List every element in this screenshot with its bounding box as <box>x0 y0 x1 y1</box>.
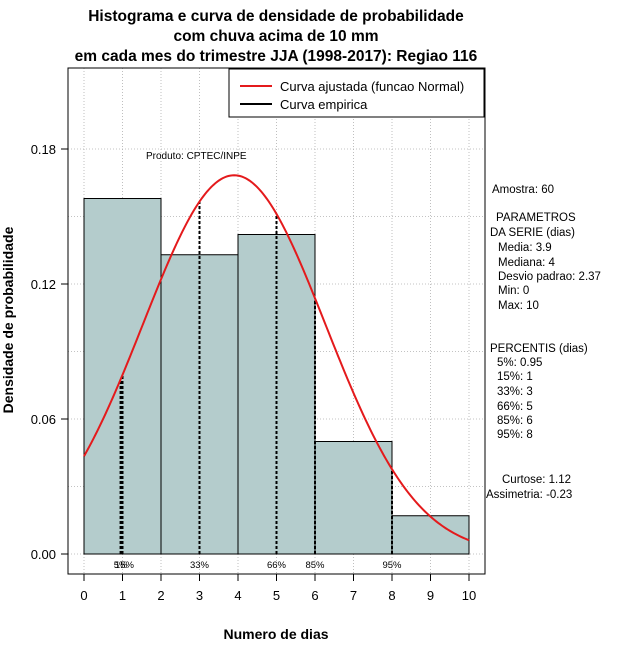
stat-p66: 66%: 5 <box>497 401 533 413</box>
legend-label-fitted: Curva ajustada (funcao Normal) <box>280 79 464 94</box>
normal-curve <box>83 174 470 542</box>
y-tick-label: 0.12 <box>31 277 56 292</box>
x-axis-label: Numero de dias <box>223 626 328 642</box>
x-tick-label: 0 <box>80 588 87 603</box>
legend: Curva ajustada (funcao Normal) Curva emp… <box>228 68 485 118</box>
stat-p85: 85%: 6 <box>497 415 533 427</box>
legend-box <box>228 68 485 118</box>
x-tick-label: 7 <box>350 588 357 603</box>
y-axis-label: Densidade de probabilidade <box>0 226 16 413</box>
x-tick-label: 10 <box>462 588 476 603</box>
y-tick-label: 0.06 <box>31 412 56 427</box>
percentile-lines: 5%15% 33% 66% 85% 95% <box>114 201 402 571</box>
histogram-bar <box>160 254 239 555</box>
chart-title-line-3: em cada mes do trimestre JJA (1998-2017)… <box>75 48 478 65</box>
y-tick-label: 0.18 <box>31 142 56 157</box>
percentile-label: 33% <box>190 560 210 571</box>
percentile-label: 95% <box>382 560 402 571</box>
stat-max: Max: 10 <box>498 300 539 312</box>
x-tick-label: 8 <box>388 588 395 603</box>
percentile-label: 85% <box>305 560 325 571</box>
histogram-bar <box>314 441 393 555</box>
stat-p15: 15%: 1 <box>497 371 533 383</box>
product-annotation: Produto: CPTEC/INPE <box>146 151 247 162</box>
percentile-label: 5% <box>114 560 128 571</box>
x-tick-label: 4 <box>234 588 241 603</box>
stat-curtose: Curtose: 1.12 <box>502 474 571 486</box>
y-tick-label: 0.00 <box>31 547 56 562</box>
chart-title-line-1: Histograma e curva de densidade de proba… <box>88 8 464 25</box>
stat-p33: 33%: 3 <box>497 386 533 398</box>
stat-p5: 5%: 0.95 <box>497 357 542 369</box>
x-tick-label: 9 <box>427 588 434 603</box>
percentile-label: 66% <box>267 560 287 571</box>
legend-label-empirical: Curva empirica <box>280 97 368 112</box>
stat-min: Min: 0 <box>498 285 529 297</box>
x-tick-label: 3 <box>196 588 203 603</box>
stat-percentis-title: PERCENTIS (dias) <box>490 343 588 355</box>
normal-curve-line <box>83 174 470 542</box>
stat-desvio: Desvio padrao: 2.37 <box>498 271 601 283</box>
stat-params-title-2: DA SERIE (dias) <box>490 227 575 239</box>
stat-media: Media: 3.9 <box>498 242 552 254</box>
stat-p95: 95%: 8 <box>497 429 533 441</box>
x-tick-label: 6 <box>311 588 318 603</box>
stat-mediana: Mediana: 4 <box>498 257 556 269</box>
stat-sample: Amostra: 60 <box>492 184 554 196</box>
x-tick-label: 2 <box>157 588 164 603</box>
percentile-label: 15% <box>115 560 135 571</box>
stat-params-title-1: PARAMETROS <box>496 212 576 224</box>
x-tick-label: 5 <box>273 588 280 603</box>
chart-title-line-2: com chuva acima de 10 mm <box>173 28 378 45</box>
stats-panel: Amostra: 60 PARAMETROS DA SERIE (dias) M… <box>486 184 601 501</box>
plot-frame <box>67 67 486 575</box>
stat-assimetria: Assimetria: -0.23 <box>486 489 572 501</box>
x-tick-label: 1 <box>119 588 126 603</box>
